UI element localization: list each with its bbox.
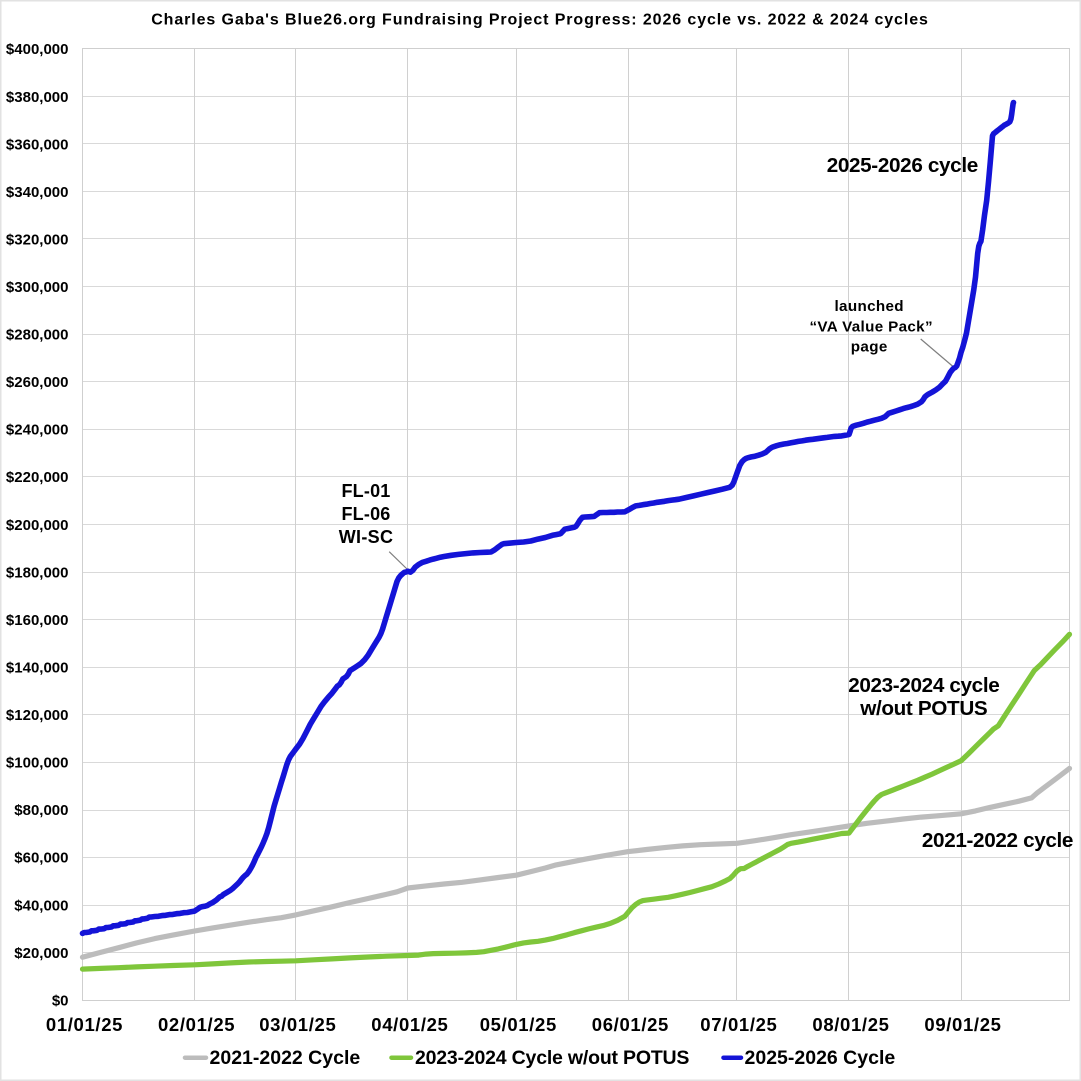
svg-text:$20,000: $20,000 <box>14 945 68 962</box>
svg-text:$140,000: $140,000 <box>6 660 69 677</box>
svg-text:$280,000: $280,000 <box>6 327 69 344</box>
svg-text:$0: $0 <box>52 992 69 1009</box>
svg-text:launched: launched <box>834 298 903 315</box>
svg-text:$340,000: $340,000 <box>6 184 69 201</box>
svg-text:2023-2024 cycle: 2023-2024 cycle <box>848 674 999 697</box>
svg-text:2023-2024 Cycle w/out POTUS: 2023-2024 Cycle w/out POTUS <box>415 1047 689 1069</box>
svg-text:07/01/25: 07/01/25 <box>700 1014 777 1035</box>
svg-text:09/01/25: 09/01/25 <box>924 1014 1001 1035</box>
svg-text:$60,000: $60,000 <box>14 850 68 867</box>
svg-text:2025-2026 cycle: 2025-2026 cycle <box>827 154 978 177</box>
svg-text:01/01/25: 01/01/25 <box>46 1014 123 1035</box>
svg-text:2021-2022 Cycle: 2021-2022 Cycle <box>210 1047 361 1069</box>
svg-text:03/01/25: 03/01/25 <box>259 1014 336 1035</box>
svg-text:$80,000: $80,000 <box>14 802 68 819</box>
svg-text:$100,000: $100,000 <box>6 755 69 772</box>
svg-text:$360,000: $360,000 <box>6 136 69 153</box>
svg-text:$180,000: $180,000 <box>6 564 69 581</box>
svg-text:Charles Gaba's Blue26.org Fund: Charles Gaba's Blue26.org Fundraising Pr… <box>151 11 929 28</box>
svg-text:04/01/25: 04/01/25 <box>371 1014 448 1035</box>
svg-text:02/01/25: 02/01/25 <box>158 1014 235 1035</box>
svg-text:$400,000: $400,000 <box>6 41 69 58</box>
svg-text:“VA Value Pack”: “VA Value Pack” <box>809 318 932 335</box>
svg-text:FL-01: FL-01 <box>341 481 390 501</box>
svg-text:$300,000: $300,000 <box>6 279 69 296</box>
svg-text:$160,000: $160,000 <box>6 612 69 629</box>
svg-text:$380,000: $380,000 <box>6 89 69 106</box>
svg-text:08/01/25: 08/01/25 <box>812 1014 889 1035</box>
svg-text:$220,000: $220,000 <box>6 469 69 486</box>
svg-text:$260,000: $260,000 <box>6 374 69 391</box>
svg-text:06/01/25: 06/01/25 <box>592 1014 669 1035</box>
svg-text:$120,000: $120,000 <box>6 707 69 724</box>
svg-text:2025-2026 Cycle: 2025-2026 Cycle <box>745 1047 896 1069</box>
svg-text:$320,000: $320,000 <box>6 231 69 248</box>
svg-text:w/out POTUS: w/out POTUS <box>859 697 987 720</box>
svg-text:$200,000: $200,000 <box>6 517 69 534</box>
svg-text:05/01/25: 05/01/25 <box>480 1014 557 1035</box>
svg-text:$40,000: $40,000 <box>14 897 68 914</box>
svg-text:$240,000: $240,000 <box>6 422 69 439</box>
svg-text:2021-2022 cycle: 2021-2022 cycle <box>922 829 1073 852</box>
svg-text:WI-SC: WI-SC <box>339 527 394 547</box>
svg-text:page: page <box>851 339 888 356</box>
svg-text:FL-06: FL-06 <box>341 504 390 524</box>
